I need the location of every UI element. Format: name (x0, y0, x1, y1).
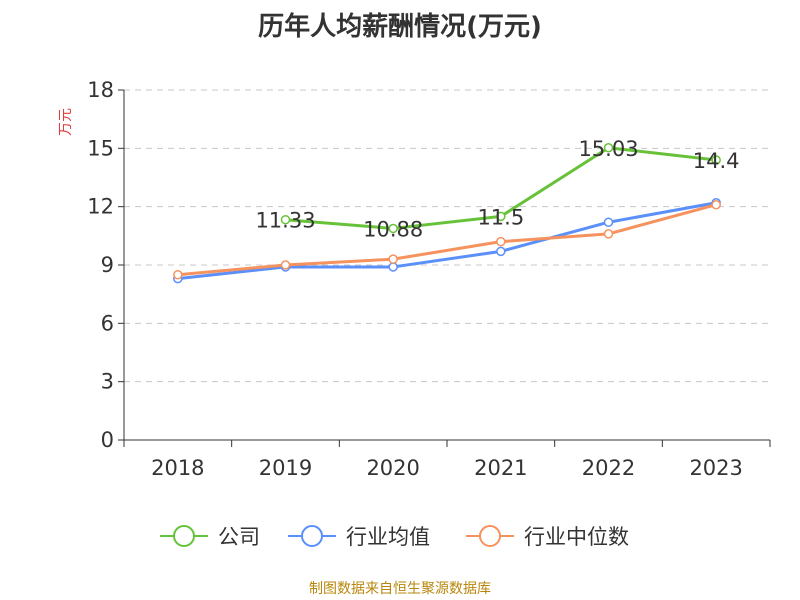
y-tick-label: 6 (101, 311, 114, 335)
data-point (388, 223, 398, 234)
data-label: 15.03 (578, 137, 638, 161)
legend-label: 行业均值 (346, 525, 430, 549)
x-tick-label: 2022 (582, 456, 635, 480)
data-point (280, 214, 291, 225)
data-point (280, 260, 291, 270)
y-axis: 0 3 6 9 12 15 18 万元 (58, 78, 125, 452)
data-label: 11.5 (477, 205, 524, 229)
data-point (496, 246, 506, 257)
y-tick-label: 9 (101, 253, 114, 277)
legend-swatch-marker (479, 525, 501, 547)
data-point (711, 155, 721, 165)
data-point (496, 211, 506, 222)
x-tick-label: 2023 (689, 456, 742, 480)
y-tick-label: 18 (87, 78, 114, 102)
y-tick-label: 15 (87, 136, 114, 160)
data-point (711, 199, 721, 210)
data-point (603, 217, 614, 227)
x-tick-label: 2020 (366, 456, 419, 480)
data-label: 10.88 (363, 217, 423, 241)
x-tick-label: 2019 (259, 456, 312, 480)
series-layer (173, 143, 721, 284)
y-tick-label: 3 (101, 370, 114, 394)
data-point (603, 143, 614, 153)
legend-swatch-marker (173, 525, 195, 547)
legend: 公司 行业均值 行业中位数 (160, 525, 629, 549)
data-labels: 11.33 10.88 11.5 15.03 14.4 (255, 137, 739, 242)
legend-swatch-marker (301, 525, 323, 547)
data-label: 11.33 (255, 209, 315, 233)
series-line (177, 203, 717, 277)
y-tick-label: 12 (87, 195, 114, 219)
y-axis-label: 万元 (58, 108, 74, 136)
x-tick-label: 2021 (474, 456, 527, 480)
series-line (177, 201, 717, 281)
x-tick-label: 2018 (151, 456, 204, 480)
legend-label: 公司 (218, 525, 260, 549)
data-point (173, 269, 183, 280)
data-point (496, 236, 506, 247)
data-point (388, 262, 398, 272)
data-point (388, 254, 398, 264)
data-point (603, 229, 614, 239)
grid-lines (124, 89, 770, 383)
legend-label: 行业中位数 (524, 525, 629, 549)
x-axis: 2018 2019 2020 2021 2022 2023 (123, 439, 771, 480)
chart-title: 历年人均薪酬情况(万元) (258, 12, 542, 42)
y-tick-label: 0 (101, 428, 114, 452)
source-footer: 制图数据来自恒生聚源数据库 (309, 581, 491, 597)
data-label: 14.4 (693, 149, 740, 173)
